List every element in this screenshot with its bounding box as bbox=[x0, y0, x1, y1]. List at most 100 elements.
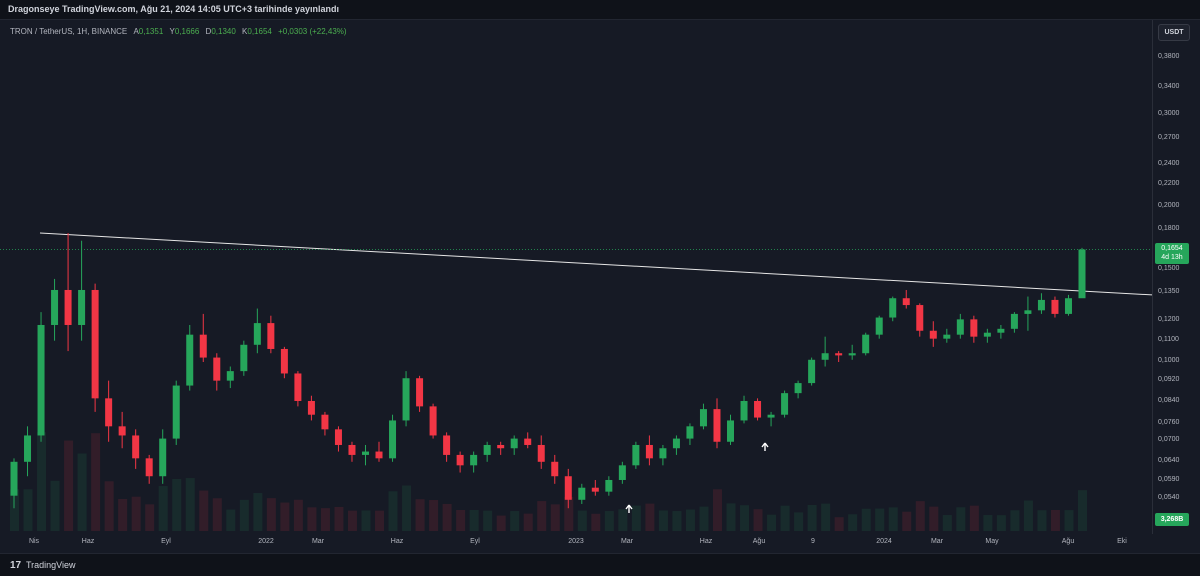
volume-bar bbox=[996, 515, 1006, 531]
time-axis-label: 2024 bbox=[876, 538, 892, 545]
candle-body bbox=[875, 317, 883, 335]
symbol-legend: TRON / TetherUS, 1H, BINANCE A0,1351 Y0,… bbox=[10, 27, 347, 36]
volume-bar bbox=[740, 505, 750, 531]
volume-bar bbox=[429, 500, 439, 531]
volume-bar bbox=[1078, 490, 1087, 531]
price-axis-label: 0,3400 bbox=[1158, 83, 1180, 90]
candle-body bbox=[605, 479, 613, 492]
volume-bar bbox=[699, 506, 709, 531]
low-value: 0,1340 bbox=[211, 27, 236, 36]
price-axis-label: 0,0840 bbox=[1158, 397, 1180, 404]
volume-bar bbox=[77, 453, 87, 531]
candle-body bbox=[848, 353, 856, 356]
time-axis-label: Mar bbox=[620, 538, 634, 545]
candle-body bbox=[740, 400, 748, 421]
close-value: 0,1654 bbox=[247, 27, 272, 36]
volume-bar bbox=[658, 510, 668, 531]
volume-bar bbox=[496, 515, 506, 531]
symbol-title[interactable]: TRON / TetherUS, 1H, BINANCE bbox=[10, 27, 128, 36]
low-label: D bbox=[205, 27, 212, 36]
candle-body bbox=[862, 334, 870, 354]
candle-body bbox=[632, 444, 640, 466]
time-axis-label: Nis bbox=[28, 538, 40, 545]
volume-bar bbox=[550, 504, 560, 531]
volume-bar bbox=[456, 509, 466, 531]
candle-body bbox=[929, 330, 937, 339]
candle-body bbox=[983, 332, 991, 337]
candle-body bbox=[618, 465, 626, 480]
volume-bar bbox=[239, 499, 249, 531]
candle-body bbox=[821, 353, 829, 360]
price-axis-label: 0,3000 bbox=[1158, 110, 1180, 117]
candle-body bbox=[213, 357, 221, 381]
candle-body bbox=[78, 289, 86, 325]
open-value: 0,1351 bbox=[138, 27, 164, 36]
candle-body bbox=[37, 324, 45, 436]
volume-bar bbox=[172, 478, 182, 531]
volume-bar bbox=[23, 489, 33, 531]
price-chart[interactable] bbox=[0, 20, 1152, 534]
volume-bar bbox=[537, 501, 547, 531]
price-axis-label: 0,0590 bbox=[1158, 476, 1180, 483]
candle-body bbox=[105, 398, 113, 427]
tradingview-logo-icon[interactable]: 17 bbox=[10, 560, 22, 571]
candle-body bbox=[699, 409, 707, 427]
price-axis-label: 0,1200 bbox=[1158, 316, 1180, 323]
volume-bar bbox=[334, 506, 344, 531]
price-axis-label: 0,2200 bbox=[1158, 180, 1180, 187]
candle-body bbox=[578, 487, 586, 500]
candle-body bbox=[808, 359, 816, 384]
candle-body bbox=[91, 289, 99, 399]
price-axis-label: 0,3800 bbox=[1158, 53, 1180, 60]
candle-body bbox=[537, 444, 545, 462]
last-price-value: 0,1654 bbox=[1161, 245, 1183, 252]
close-label: K bbox=[242, 27, 248, 36]
candle-body bbox=[456, 454, 464, 466]
candle-body bbox=[294, 373, 302, 401]
time-axis-label: Haz bbox=[81, 538, 95, 545]
countdown-value: 4d 13h bbox=[1161, 254, 1183, 261]
candle-body bbox=[497, 444, 505, 449]
volume-bar bbox=[618, 509, 628, 531]
candle-body bbox=[970, 319, 978, 337]
candle-body bbox=[794, 383, 802, 394]
price-axis-label: 0,2700 bbox=[1158, 134, 1180, 141]
candle-body bbox=[767, 414, 775, 418]
candle-body bbox=[64, 289, 72, 325]
time-axis-label: Eyl bbox=[161, 538, 171, 545]
price-axis-label: 0,1000 bbox=[1158, 357, 1180, 364]
price-axis[interactable] bbox=[1152, 20, 1153, 534]
time-axis-label: Mar bbox=[930, 538, 944, 545]
volume-bar bbox=[1023, 500, 1033, 531]
candle-body bbox=[659, 448, 667, 459]
price-axis-label: 0,1500 bbox=[1158, 265, 1180, 272]
volume-bar bbox=[685, 509, 695, 531]
time-axis-label: May bbox=[985, 538, 999, 545]
candle-body bbox=[672, 438, 680, 449]
candle-body bbox=[348, 444, 356, 455]
volume-bar bbox=[226, 509, 236, 531]
volume-bar bbox=[767, 514, 777, 531]
volume-bar bbox=[821, 503, 831, 531]
candle-body bbox=[145, 458, 153, 477]
volume-bar bbox=[483, 510, 493, 531]
volume-bar bbox=[361, 510, 371, 531]
candle-body bbox=[334, 429, 342, 445]
candle-body bbox=[186, 334, 194, 386]
volume-bar bbox=[902, 511, 912, 531]
brand-name[interactable]: TradingView bbox=[26, 560, 76, 570]
candle-body bbox=[551, 461, 559, 477]
time-axis-label: Haz bbox=[390, 538, 404, 545]
volume-bar bbox=[794, 512, 804, 531]
price-axis-label: 0,0640 bbox=[1158, 457, 1180, 464]
candle-body bbox=[835, 353, 843, 356]
time-axis-label: 2022 bbox=[258, 538, 274, 545]
volume-bar bbox=[1010, 510, 1020, 531]
candle-body bbox=[686, 426, 694, 439]
currency-button[interactable]: USDT bbox=[1158, 24, 1190, 41]
candle-body bbox=[1078, 249, 1086, 299]
volume-bar bbox=[118, 498, 128, 531]
volume-bar bbox=[631, 505, 641, 531]
candle-body bbox=[159, 438, 167, 477]
volume-bar bbox=[645, 503, 655, 531]
